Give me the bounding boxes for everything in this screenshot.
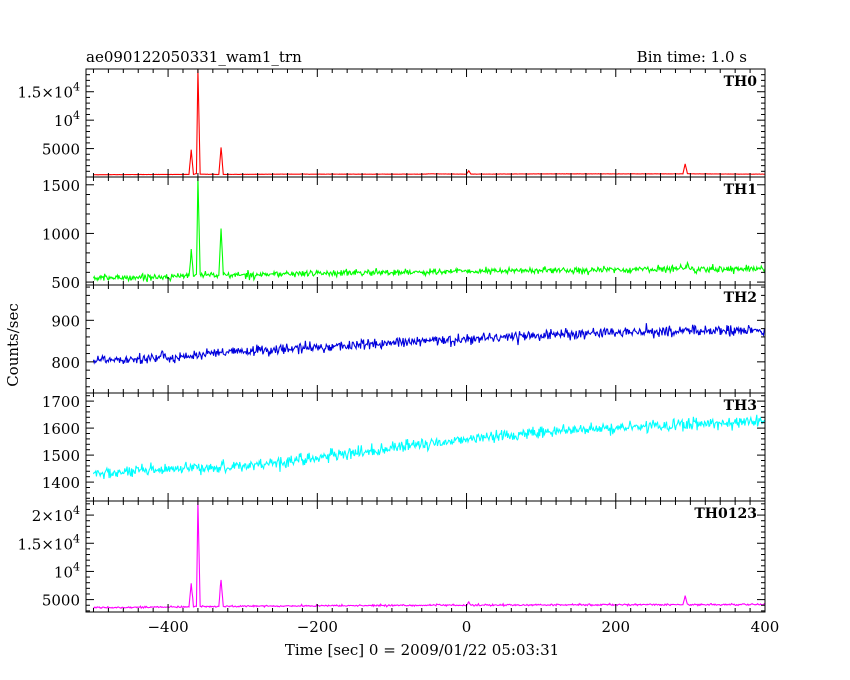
panel-name-th3: TH3 bbox=[724, 398, 757, 414]
panel-frame bbox=[85, 284, 766, 394]
x-tick-label: −200 bbox=[297, 618, 338, 636]
x-tick-label: 0 bbox=[462, 618, 472, 636]
panel-name-th0: TH0 bbox=[724, 74, 758, 90]
panels-group: TH0 5000 104 1.5×104 TH1 500 1000 1500 TH2 800 900… bbox=[17, 68, 780, 636]
panel-th0: TH0 5000 104 1.5×104 bbox=[17, 68, 766, 178]
y-tick-label: 800 bbox=[51, 354, 80, 372]
y-tick-label: 1400 bbox=[42, 474, 80, 492]
y-tick-label: 1700 bbox=[42, 393, 80, 411]
series-line-th0123 bbox=[93, 501, 765, 610]
panel-th0123: TH0123 5000 104 1.5×104 2×104 bbox=[17, 500, 766, 613]
panel-frame bbox=[85, 500, 766, 613]
series-line-th2 bbox=[92, 323, 765, 365]
y-axis-label: Counts/sec bbox=[4, 303, 22, 387]
y-tick-label: 104 bbox=[54, 560, 80, 581]
y-tick-label: 104 bbox=[54, 109, 80, 130]
y-tick-label: 1000 bbox=[42, 225, 80, 243]
panel-name-th1: TH1 bbox=[724, 182, 757, 198]
panel-name-th2: TH2 bbox=[724, 290, 757, 306]
panel-frame bbox=[85, 68, 766, 178]
y-tick-label: 1.5×104 bbox=[17, 81, 80, 102]
y-tick-label: 1.5×104 bbox=[17, 532, 80, 553]
x-tick-label: 200 bbox=[601, 618, 630, 636]
y-tick-label: 500 bbox=[51, 274, 80, 292]
y-tick-label: 1500 bbox=[42, 447, 80, 465]
panel-frame bbox=[85, 392, 766, 502]
y-tick-label: 5000 bbox=[42, 141, 80, 159]
figure-title: ae090122050331_wam1_trn bbox=[86, 48, 302, 66]
panel-th1: TH1 500 1000 1500 bbox=[42, 176, 766, 292]
y-tick-label: 900 bbox=[51, 312, 80, 330]
series-line-th0 bbox=[93, 69, 765, 176]
panel-th3: TH3 1400 1500 1600 1700 bbox=[42, 392, 766, 502]
x-tick-label: 400 bbox=[751, 618, 780, 636]
bin-time-label: Bin time: 1.0 s bbox=[637, 48, 747, 66]
y-tick-label: 5000 bbox=[42, 592, 80, 610]
panel-name-th0123: TH0123 bbox=[694, 506, 757, 522]
x-axis-label: Time [sec] 0 = 2009/01/22 05:03:31 bbox=[285, 641, 559, 659]
series-line-th3 bbox=[92, 414, 765, 479]
y-tick-label: 1600 bbox=[42, 420, 80, 438]
series-line-th1 bbox=[92, 177, 765, 283]
y-tick-label: 2×104 bbox=[32, 504, 80, 525]
panel-th2: TH2 800 900 bbox=[51, 284, 766, 394]
y-tick-label: 1500 bbox=[42, 177, 80, 195]
x-tick-label: −400 bbox=[147, 618, 188, 636]
